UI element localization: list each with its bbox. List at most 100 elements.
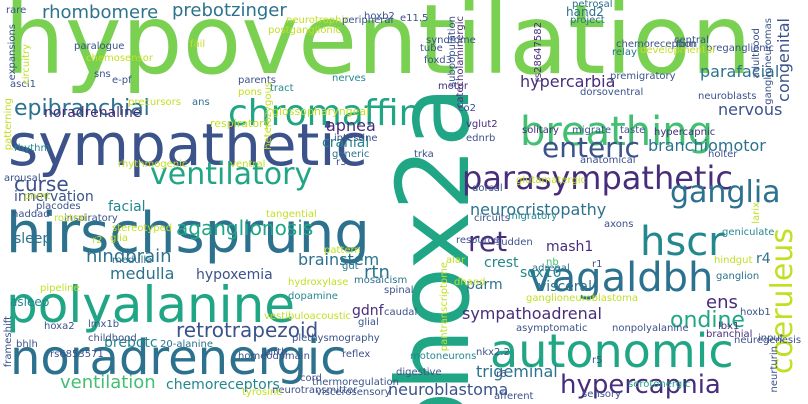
word: thermoregulation <box>312 377 399 388</box>
word: larix <box>751 202 762 224</box>
word: migratory <box>508 211 558 222</box>
word: neuroblasts <box>698 91 757 102</box>
word: sleep <box>14 231 52 247</box>
word: prebotc <box>104 335 158 351</box>
word: rs28647582 <box>533 22 544 83</box>
word: lbx1 <box>718 321 740 332</box>
word: hand2 <box>566 5 604 19</box>
word: ens <box>706 292 738 313</box>
word: ondine <box>670 308 745 333</box>
word: curse <box>14 172 69 196</box>
word: patterning <box>3 98 14 151</box>
word: ednrb <box>466 133 496 144</box>
word: hindbrain <box>86 246 172 267</box>
word: medulla <box>110 264 175 283</box>
word: plethysmography <box>292 333 380 344</box>
word: central <box>674 35 709 46</box>
word: r6 <box>496 369 507 380</box>
word: pipeline <box>40 283 80 294</box>
word: sudden <box>496 237 533 248</box>
word: frameshift <box>3 316 14 368</box>
word: sensory <box>582 389 622 400</box>
word: ventral <box>230 159 266 170</box>
word: placodes <box>36 201 81 212</box>
word: homeodomain <box>238 351 310 362</box>
word: developmental <box>640 45 715 56</box>
word: glossopharyngeal <box>272 105 370 118</box>
word: motoneurons <box>410 351 477 362</box>
word: vagaldbh <box>528 255 714 301</box>
word: expansions <box>7 24 18 81</box>
word: hoxa2 <box>44 321 75 332</box>
word: parents <box>238 75 276 86</box>
word: input <box>758 333 784 344</box>
word: dorsoventral <box>580 87 644 98</box>
word: dhand <box>454 277 486 288</box>
word: epibranchial <box>14 96 150 121</box>
word: childhood <box>88 333 137 344</box>
word: stereotyped <box>112 223 173 234</box>
word: ventilation <box>60 372 156 393</box>
word: trka <box>414 149 434 160</box>
word: rare <box>6 5 27 16</box>
word: nervous <box>718 100 783 119</box>
word: ganglioneuroblastoma <box>526 293 639 304</box>
word: inspiratory <box>64 213 118 224</box>
word: branchiomotor <box>648 136 766 155</box>
word: bhlh <box>16 339 38 350</box>
word: 20-alanine <box>160 339 213 350</box>
word: circuitry <box>21 44 32 85</box>
word: chromaffin <box>228 93 422 134</box>
word: generic <box>332 149 370 160</box>
word: neurotransmitter <box>272 385 358 396</box>
word: hypoxemia <box>196 267 273 283</box>
word: gdnf <box>352 303 384 319</box>
word: resource <box>456 235 500 246</box>
word: geniculate <box>722 227 775 238</box>
word: adrenal <box>532 263 570 274</box>
word: retrotrapezoid <box>176 318 319 342</box>
word: ret <box>468 225 508 258</box>
word: syndrome <box>426 35 476 46</box>
word: parasympathetic <box>462 159 733 197</box>
word: ans <box>192 97 210 108</box>
word: facial <box>108 199 146 215</box>
word: e11.5 <box>400 13 429 24</box>
word: trigeminal <box>476 362 558 381</box>
word: tangential <box>266 209 317 220</box>
word: nonpolyalanine <box>612 323 689 334</box>
word: solitary <box>522 125 559 136</box>
word: afferent <box>494 391 534 402</box>
word: chemoreception <box>616 39 698 50</box>
word: neurotrophic <box>286 15 350 26</box>
word: gut <box>342 261 359 272</box>
word: branchial <box>706 329 753 340</box>
word: sympathetic <box>8 111 368 179</box>
word: axons <box>604 219 634 230</box>
word: anatomical <box>580 155 636 166</box>
word: hypoventilation <box>4 0 752 96</box>
word: mash1 <box>546 239 594 255</box>
word: alar <box>446 255 466 266</box>
word: e-pf <box>112 75 132 86</box>
word: taste <box>620 125 646 136</box>
word: hypercapnia <box>560 370 721 400</box>
word: holter <box>708 149 738 160</box>
word: lmx1b <box>88 319 120 330</box>
word: fbm <box>676 39 696 50</box>
word: petrosal <box>572 0 613 10</box>
word: dopamine <box>288 291 338 302</box>
word: glutamatergic <box>516 175 587 186</box>
word: vestibuloacoustic <box>264 311 352 322</box>
word: hirschsprung <box>6 201 370 266</box>
word: cord <box>300 373 322 384</box>
word: crest <box>484 255 519 271</box>
word: viscerosensory <box>316 387 391 398</box>
word: hypercarbia <box>520 72 616 91</box>
word: breathing <box>520 109 713 155</box>
word: pantranscriptome <box>439 262 450 352</box>
word: pons <box>238 87 263 98</box>
word: neurocristopathy <box>470 200 607 219</box>
word: reflex <box>342 349 371 360</box>
